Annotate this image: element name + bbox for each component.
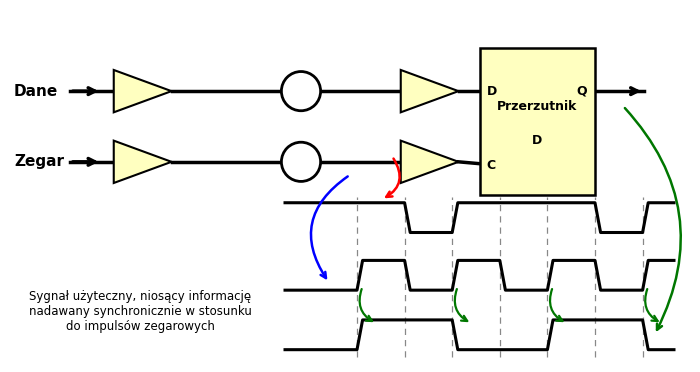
- Text: Zegar: Zegar: [14, 154, 64, 169]
- Polygon shape: [400, 141, 458, 183]
- Text: Sygnał użyteczny, niosący informację
nadawany synchronicznie w stosunku
do impul: Sygnał użyteczny, niosący informację nad…: [29, 290, 251, 333]
- Polygon shape: [113, 70, 172, 112]
- Bar: [480, 48, 595, 195]
- Polygon shape: [400, 70, 458, 112]
- Polygon shape: [113, 141, 172, 183]
- Text: Przerzutnik: Przerzutnik: [497, 100, 578, 113]
- Text: Q: Q: [576, 85, 587, 97]
- Text: D: D: [532, 134, 542, 147]
- Ellipse shape: [281, 71, 321, 111]
- Text: C: C: [486, 159, 496, 172]
- Text: Dane: Dane: [14, 84, 58, 99]
- Text: D: D: [486, 85, 497, 97]
- Ellipse shape: [281, 142, 321, 182]
